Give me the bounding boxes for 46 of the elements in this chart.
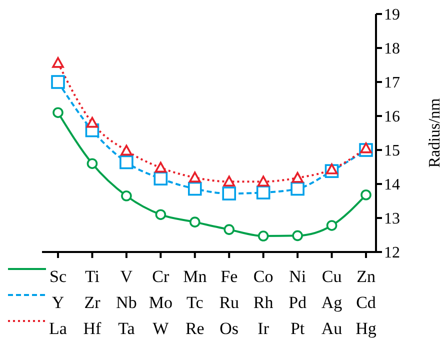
- point: [292, 172, 304, 183]
- point: [326, 163, 338, 174]
- x-tick-label: V Nb Ta: [116, 267, 137, 338]
- point: [360, 189, 372, 200]
- point: [326, 220, 338, 231]
- point: [155, 209, 166, 220]
- x-tick-label: Cu Ag Au: [321, 267, 343, 338]
- x-tick-label: Co Rh Ir: [253, 267, 274, 338]
- y-tick-label: 16: [384, 108, 400, 126]
- point: [360, 142, 372, 154]
- x-tick-label: Cr Mo W: [148, 267, 172, 338]
- point: [86, 158, 98, 169]
- point: [223, 176, 236, 187]
- point: [290, 182, 304, 196]
- point: [120, 155, 134, 170]
- point: [52, 107, 64, 118]
- y-tick-label: 17: [384, 74, 400, 92]
- point: [154, 172, 168, 186]
- y-axis-title: Radius/nm: [426, 98, 442, 168]
- x-tick-label: Ti Zr Hf: [83, 267, 102, 338]
- point: [256, 186, 270, 200]
- point: [222, 186, 236, 200]
- x-tick-label: Mn Tc Re: [183, 267, 208, 338]
- point: [292, 230, 303, 242]
- y-tick-label: 19: [384, 6, 400, 24]
- x-tick-label: Ni Pd Pt: [288, 267, 308, 338]
- y-tick-label: 18: [384, 40, 400, 58]
- y-tick-label: 12: [384, 244, 400, 262]
- y-tick-label: 14: [384, 176, 400, 194]
- point: [52, 57, 64, 68]
- point: [224, 224, 235, 235]
- point: [51, 75, 65, 89]
- point: [86, 116, 98, 128]
- point: [258, 230, 269, 242]
- x-tick-label: Fe Ru Os: [219, 267, 240, 338]
- point: [154, 162, 167, 173]
- x-tick-label: Sc Y La: [49, 267, 68, 338]
- point: [188, 182, 202, 196]
- point: [188, 172, 201, 182]
- y-tick-label: 13: [384, 210, 400, 228]
- x-tick-label: Zn Cd Hg: [356, 267, 377, 338]
- point: [257, 176, 270, 187]
- point: [121, 190, 132, 202]
- y-tick-label: 15: [384, 142, 400, 160]
- point: [120, 144, 132, 156]
- point: [189, 216, 200, 228]
